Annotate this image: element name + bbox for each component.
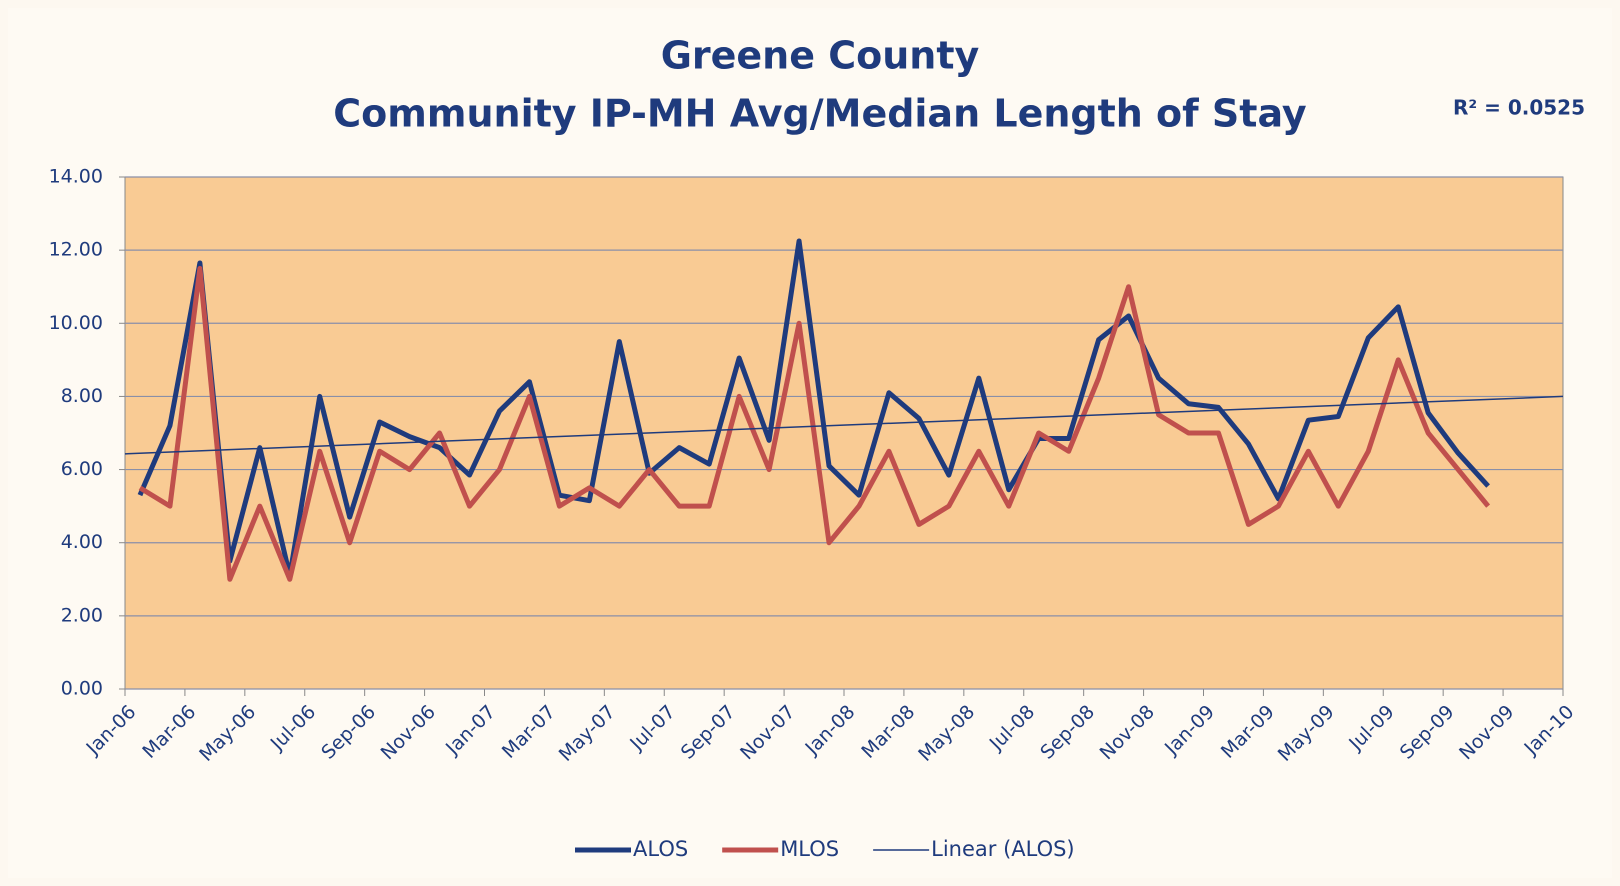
y-tick-label: 14.00	[49, 166, 103, 188]
chart-title: Community IP-MH Avg/Median Length of Sta…	[333, 92, 1307, 136]
trendline	[124, 395, 1564, 455]
y-tick-label: 6.00	[61, 458, 103, 480]
y-tick-label: 4.00	[61, 531, 103, 553]
y-tick-label: 2.00	[61, 604, 103, 626]
y-tick-label: 10.00	[49, 312, 103, 334]
annotation: R² = 0.0525	[1453, 96, 1585, 120]
plot-area	[124, 176, 1564, 690]
series-line	[137, 238, 1490, 579]
legend-label: ALOS	[633, 837, 688, 861]
legend-label: MLOS	[780, 837, 839, 861]
y-tick-label: 12.00	[49, 239, 103, 261]
y-tick-label: 0.00	[61, 678, 103, 700]
y-tick-label: 8.00	[61, 385, 103, 407]
legend-label: Linear (ALOS)	[931, 837, 1075, 861]
chart-title: Greene County	[661, 34, 980, 78]
series-line	[138, 265, 1491, 582]
